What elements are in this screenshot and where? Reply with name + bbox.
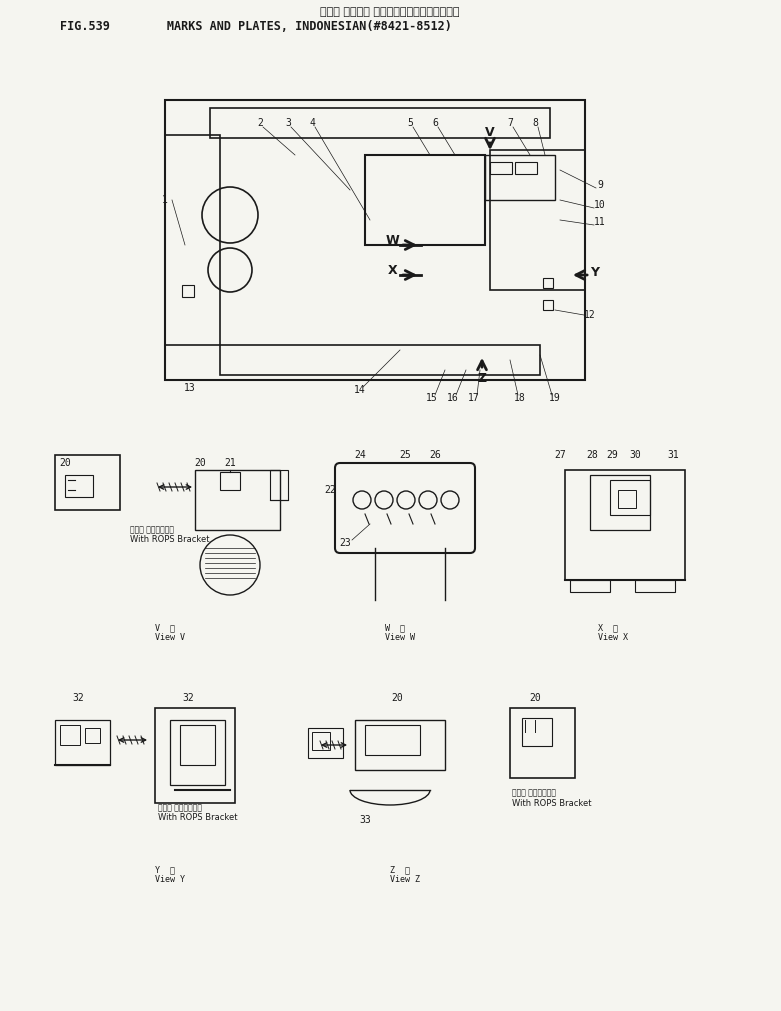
Text: 24: 24 [354,450,366,460]
Bar [65,475,93,497]
Bar [220,345,540,375]
Text: 28: 28 [586,450,598,460]
Text: 15: 15 [426,393,438,403]
Text: 9: 9 [597,180,603,190]
Bar [355,720,445,770]
Text: With ROPS Bracket: With ROPS Bracket [130,536,209,545]
Bar [165,100,585,380]
Text: View Y: View Y [155,875,185,884]
Bar [60,725,80,745]
Text: 32: 32 [72,693,84,703]
Bar [610,480,650,515]
Text: View V: View V [155,633,185,642]
Text: 5: 5 [407,118,413,128]
Text: X: X [388,264,398,276]
Bar [195,470,280,530]
Text: With ROPS Bracket: With ROPS Bracket [158,814,237,823]
Text: 21: 21 [224,458,236,468]
Bar [635,580,675,592]
Text: 31: 31 [667,450,679,460]
Bar [522,718,552,746]
Text: 16: 16 [448,393,459,403]
Bar [543,278,553,288]
Text: 11: 11 [594,217,606,227]
Text: FIG.539        MARKS AND PLATES, INDONESIAN(#8421-8512): FIG.539 MARKS AND PLATES, INDONESIAN(#84… [60,19,452,32]
Text: 4: 4 [309,118,315,128]
Bar [308,728,343,758]
Text: 13: 13 [184,383,196,393]
Text: 22: 22 [324,485,336,495]
Text: マーク オチビ・ プレート（インドネシアゴ）: マーク オチビ・ プレート（インドネシアゴ） [320,7,459,17]
Bar [365,725,420,755]
Text: ロプス ブラケット付: ロプス ブラケット付 [130,526,174,535]
Text: X  矢: X 矢 [598,624,618,633]
Text: 8: 8 [532,118,538,128]
Text: 1: 1 [162,195,168,205]
Bar [180,725,215,765]
Text: 12: 12 [584,310,596,320]
Text: 20: 20 [194,458,206,468]
Bar [365,155,485,245]
Text: Z: Z [477,371,487,384]
Text: V  矢: V 矢 [155,624,175,633]
Text: 33: 33 [359,815,371,825]
Text: 20: 20 [391,693,403,703]
Bar [490,150,585,290]
Bar [565,470,685,580]
Text: 23: 23 [339,538,351,548]
Bar [270,470,288,500]
Text: View Z: View Z [390,875,420,884]
Text: 18: 18 [514,393,526,403]
Bar [220,472,240,490]
Bar [210,108,550,137]
Text: 20: 20 [529,693,541,703]
Bar [55,455,120,510]
Text: 32: 32 [182,693,194,703]
Text: 20: 20 [59,458,71,468]
Text: 17: 17 [468,393,480,403]
Bar [170,720,225,785]
Text: 27: 27 [555,450,566,460]
Text: 30: 30 [629,450,641,460]
Text: Y  矢: Y 矢 [155,865,175,875]
Bar [510,708,575,778]
Text: 6: 6 [432,118,438,128]
Text: 19: 19 [549,393,561,403]
Text: 2: 2 [257,118,263,128]
Bar [55,720,110,765]
Bar [543,300,553,310]
Bar [182,285,194,297]
Text: View W: View W [385,633,415,642]
Text: 3: 3 [285,118,291,128]
Bar [485,155,555,200]
Bar [490,162,512,174]
Bar [515,162,537,174]
Text: 14: 14 [354,385,366,395]
Bar [618,490,636,508]
Bar [590,475,650,530]
Text: V: V [485,126,495,140]
Bar [85,728,100,743]
Text: 10: 10 [594,200,606,210]
Text: View X: View X [598,633,628,642]
Bar [312,732,330,750]
Bar [165,135,220,345]
Text: ロプス ブラケット付: ロプス ブラケット付 [512,789,556,798]
Text: Z  矢: Z 矢 [390,865,410,875]
Text: 26: 26 [429,450,441,460]
Text: ロプス ブラケット付: ロプス ブラケット付 [158,804,202,813]
Bar [570,580,610,592]
Bar [155,708,235,803]
Text: W: W [386,234,400,247]
Text: 25: 25 [399,450,411,460]
Text: Y: Y [590,267,600,279]
Text: With ROPS Bracket: With ROPS Bracket [512,799,591,808]
Text: 29: 29 [606,450,618,460]
Text: 7: 7 [507,118,513,128]
Text: W  矢: W 矢 [385,624,405,633]
